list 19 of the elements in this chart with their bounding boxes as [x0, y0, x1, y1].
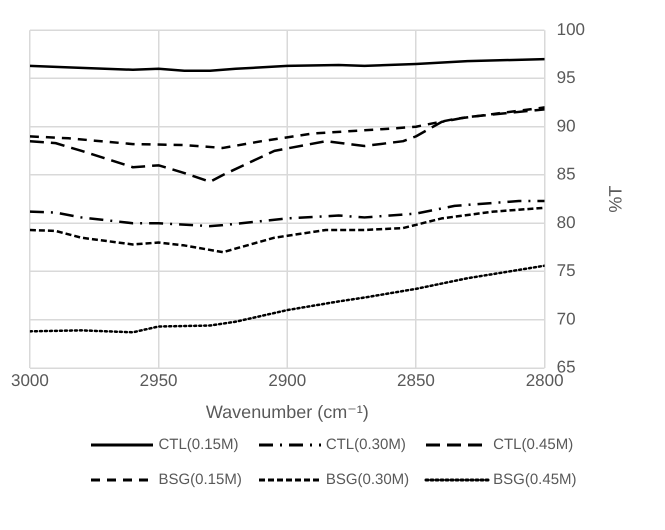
y-tick-label: 90 [556, 116, 576, 136]
legend-label: CTL(0.15M) [158, 436, 238, 453]
x-tick-label: 2850 [397, 370, 435, 390]
x-tick-label: 2950 [140, 370, 178, 390]
y-tick-label: 70 [556, 309, 576, 328]
y-tick-label: 95 [556, 68, 576, 88]
x-axis-title: Wavenumber (cm⁻¹) [206, 402, 369, 422]
legend-label: CTL(0.30M) [326, 436, 406, 453]
x-tick-label: 3000 [10, 370, 49, 390]
legend-label: BSG(0.15M) [158, 471, 242, 488]
y-tick-label: 85 [556, 164, 576, 184]
legend-label: BSG(0.45M) [493, 471, 577, 488]
y-tick-label: 80 [556, 212, 576, 232]
y-tick-label: 75 [556, 261, 576, 280]
legend-label: BSG(0.30M) [326, 471, 410, 488]
x-tick-label: 2900 [268, 370, 306, 390]
legend-label: CTL(0.45M) [493, 436, 574, 453]
y-axis-title: %T [606, 186, 626, 213]
y-tick-label: 100 [556, 20, 586, 39]
